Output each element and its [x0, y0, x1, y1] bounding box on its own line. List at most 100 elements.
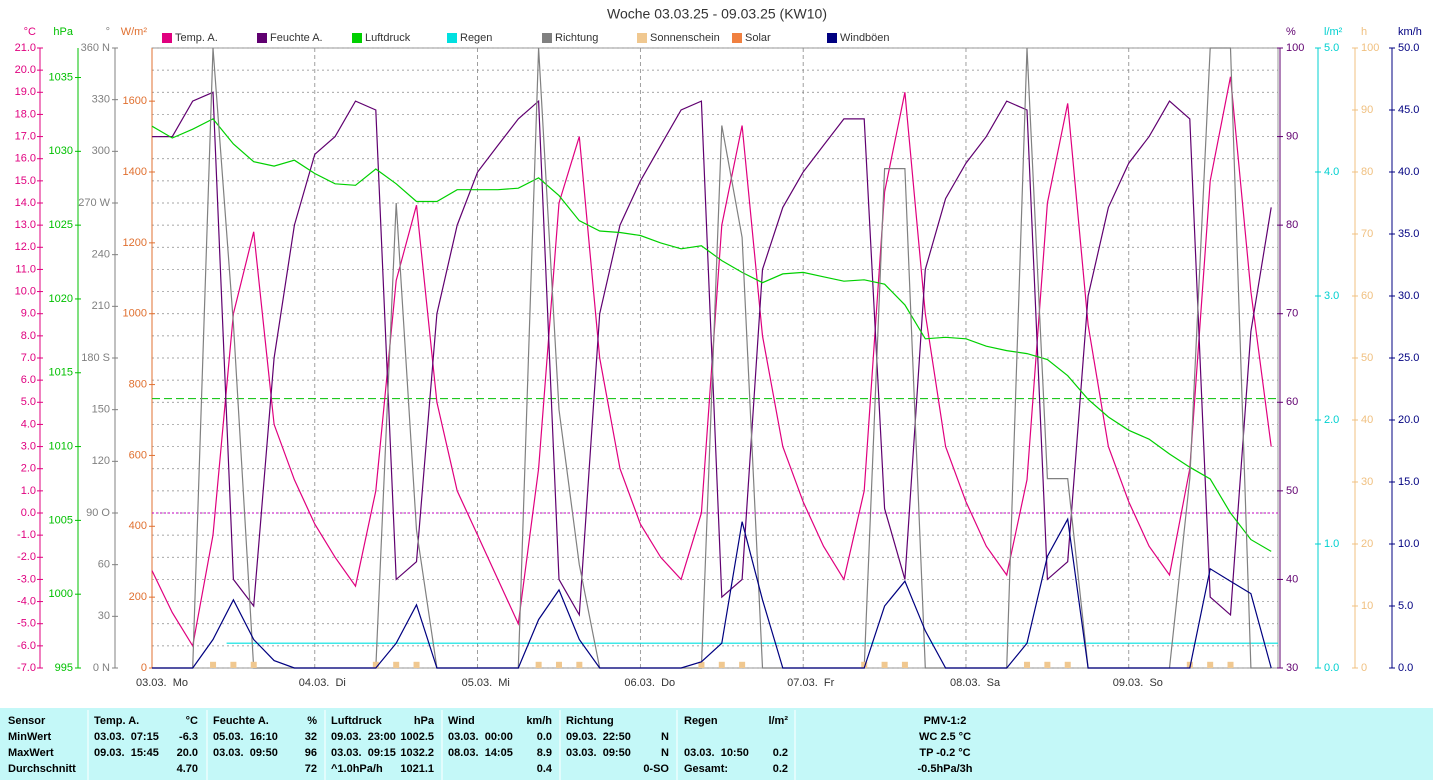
- legend-label: Feuchte A.: [270, 32, 323, 44]
- y-tick-label: 50: [1361, 352, 1373, 364]
- legend-label: Solar: [745, 32, 771, 44]
- bar: [1044, 661, 1051, 668]
- table-cell: 0.0: [537, 731, 552, 743]
- y-tick-label: 15.0: [15, 175, 36, 187]
- bar: [413, 661, 420, 668]
- y-tick-label: 0.0: [21, 507, 36, 519]
- y-tick-label: 1025: [49, 219, 73, 231]
- x-tick-label: 04.03. Di: [299, 677, 346, 689]
- y-tick-label: 1000: [123, 308, 147, 320]
- table-cell: °C: [186, 715, 198, 727]
- table-cell: ^1.0hPa/h: [331, 763, 383, 775]
- y-tick-label: -4.0: [17, 595, 36, 607]
- table-cell: 09.03. 23:00: [331, 731, 396, 743]
- y-tick-label: 3.0: [1324, 290, 1339, 302]
- table-cell: MinWert: [8, 731, 52, 743]
- y-tick-label: 3.0: [21, 440, 36, 452]
- y-tick-label: 90: [1361, 104, 1373, 116]
- series-line: [152, 517, 1272, 669]
- legend-swatch: [637, 33, 647, 43]
- table-cell: MaxWert: [8, 747, 54, 759]
- y-tick-label: 90 O: [86, 507, 110, 519]
- y-tick-label: 40.0: [1398, 166, 1419, 178]
- legend-swatch: [162, 33, 172, 43]
- y-tick-label: 100: [1286, 42, 1304, 54]
- y-tick-label: 4.0: [21, 418, 36, 430]
- table-cell: 1002.5: [400, 731, 434, 743]
- y-tick-label: 0: [141, 662, 147, 674]
- bar: [1207, 661, 1214, 668]
- table-cell: 1021.1: [400, 763, 434, 775]
- legend-swatch: [542, 33, 552, 43]
- y-tick-label: 2.0: [21, 463, 36, 475]
- bar: [372, 661, 379, 668]
- y-tick-label: 100: [1361, 42, 1379, 54]
- bar: [1024, 661, 1031, 668]
- legend-label: Richtung: [555, 32, 598, 44]
- x-tick-label: 09.03. So: [1113, 677, 1163, 689]
- y-tick-label: 14.0: [15, 197, 36, 209]
- y-tick-label: 1020: [49, 293, 73, 305]
- y-tick-label: 10.0: [15, 285, 36, 297]
- y-tick-label: 19.0: [15, 86, 36, 98]
- table-cell: hPa: [414, 715, 435, 727]
- bar: [535, 661, 542, 668]
- table-cell: l/m²: [768, 715, 788, 727]
- y-tick-label: 1010: [49, 440, 73, 452]
- axis-unit: °: [106, 26, 110, 38]
- y-tick-label: 25.0: [1398, 352, 1419, 364]
- table-cell: -0.5hPa/3h: [917, 763, 972, 775]
- legend-swatch: [827, 33, 837, 43]
- y-tick-label: 20.0: [1398, 414, 1419, 426]
- table-cell: 8.9: [537, 747, 552, 759]
- legend-label: Luftdruck: [365, 32, 411, 44]
- y-tick-label: 6.0: [21, 374, 36, 386]
- y-tick-label: 30: [1361, 476, 1373, 488]
- axis-unit: h: [1361, 26, 1367, 38]
- table-cell: 03.03. 00:00: [448, 731, 513, 743]
- y-tick-label: -7.0: [17, 662, 36, 674]
- y-tick-label: 17.0: [15, 130, 36, 142]
- y-tick-label: -3.0: [17, 573, 36, 585]
- axis-unit: l/m²: [1324, 26, 1343, 38]
- bar: [1186, 661, 1193, 668]
- y-tick-label: 180 S: [81, 352, 110, 364]
- y-tick-label: 1005: [49, 514, 73, 526]
- x-tick-label: 03.03. Mo: [136, 677, 188, 689]
- y-tick-label: 270 W: [78, 197, 110, 209]
- y-tick-label: 21.0: [15, 42, 36, 54]
- y-tick-label: 10: [1361, 600, 1373, 612]
- bar: [861, 661, 868, 668]
- bar: [739, 661, 746, 668]
- y-tick-label: 10.0: [1398, 538, 1419, 550]
- x-tick-label: 07.03. Fr: [787, 677, 834, 689]
- bar: [698, 661, 705, 668]
- y-tick-label: 1.0: [1324, 538, 1339, 550]
- legend-label: Windböen: [840, 32, 890, 44]
- y-tick-label: -5.0: [17, 618, 36, 630]
- y-tick-label: 80: [1361, 166, 1373, 178]
- y-tick-label: 1035: [49, 71, 73, 83]
- axis-unit: °C: [24, 26, 36, 38]
- chart-title: Woche 03.03.25 - 09.03.25 (KW10): [607, 6, 827, 22]
- y-tick-label: 0 N: [93, 662, 110, 674]
- y-tick-label: 35.0: [1398, 228, 1419, 240]
- y-tick-label: 120: [92, 455, 110, 467]
- y-tick-label: 30.0: [1398, 290, 1419, 302]
- y-tick-label: 20.0: [15, 64, 36, 76]
- bar: [393, 661, 400, 668]
- y-tick-label: 1200: [123, 237, 147, 249]
- y-tick-label: 5.0: [1398, 600, 1413, 612]
- bar: [1227, 661, 1234, 668]
- y-tick-label: 50.0: [1398, 42, 1419, 54]
- table-cell: Sensor: [8, 715, 46, 727]
- stats-table: Sensor Temp. A. °C Feuchte A.% Luftdruck hPa W…: [8, 710, 973, 780]
- y-tick-label: 360 N: [81, 42, 110, 54]
- y-tick-label: 0.0: [1398, 662, 1413, 674]
- y-tick-label: 60: [1361, 290, 1373, 302]
- legend-label: Temp. A.: [175, 32, 218, 44]
- table-cell: 03.03. 09:50: [566, 747, 631, 759]
- table-cell: 0.2: [773, 763, 788, 775]
- bar: [1064, 661, 1071, 668]
